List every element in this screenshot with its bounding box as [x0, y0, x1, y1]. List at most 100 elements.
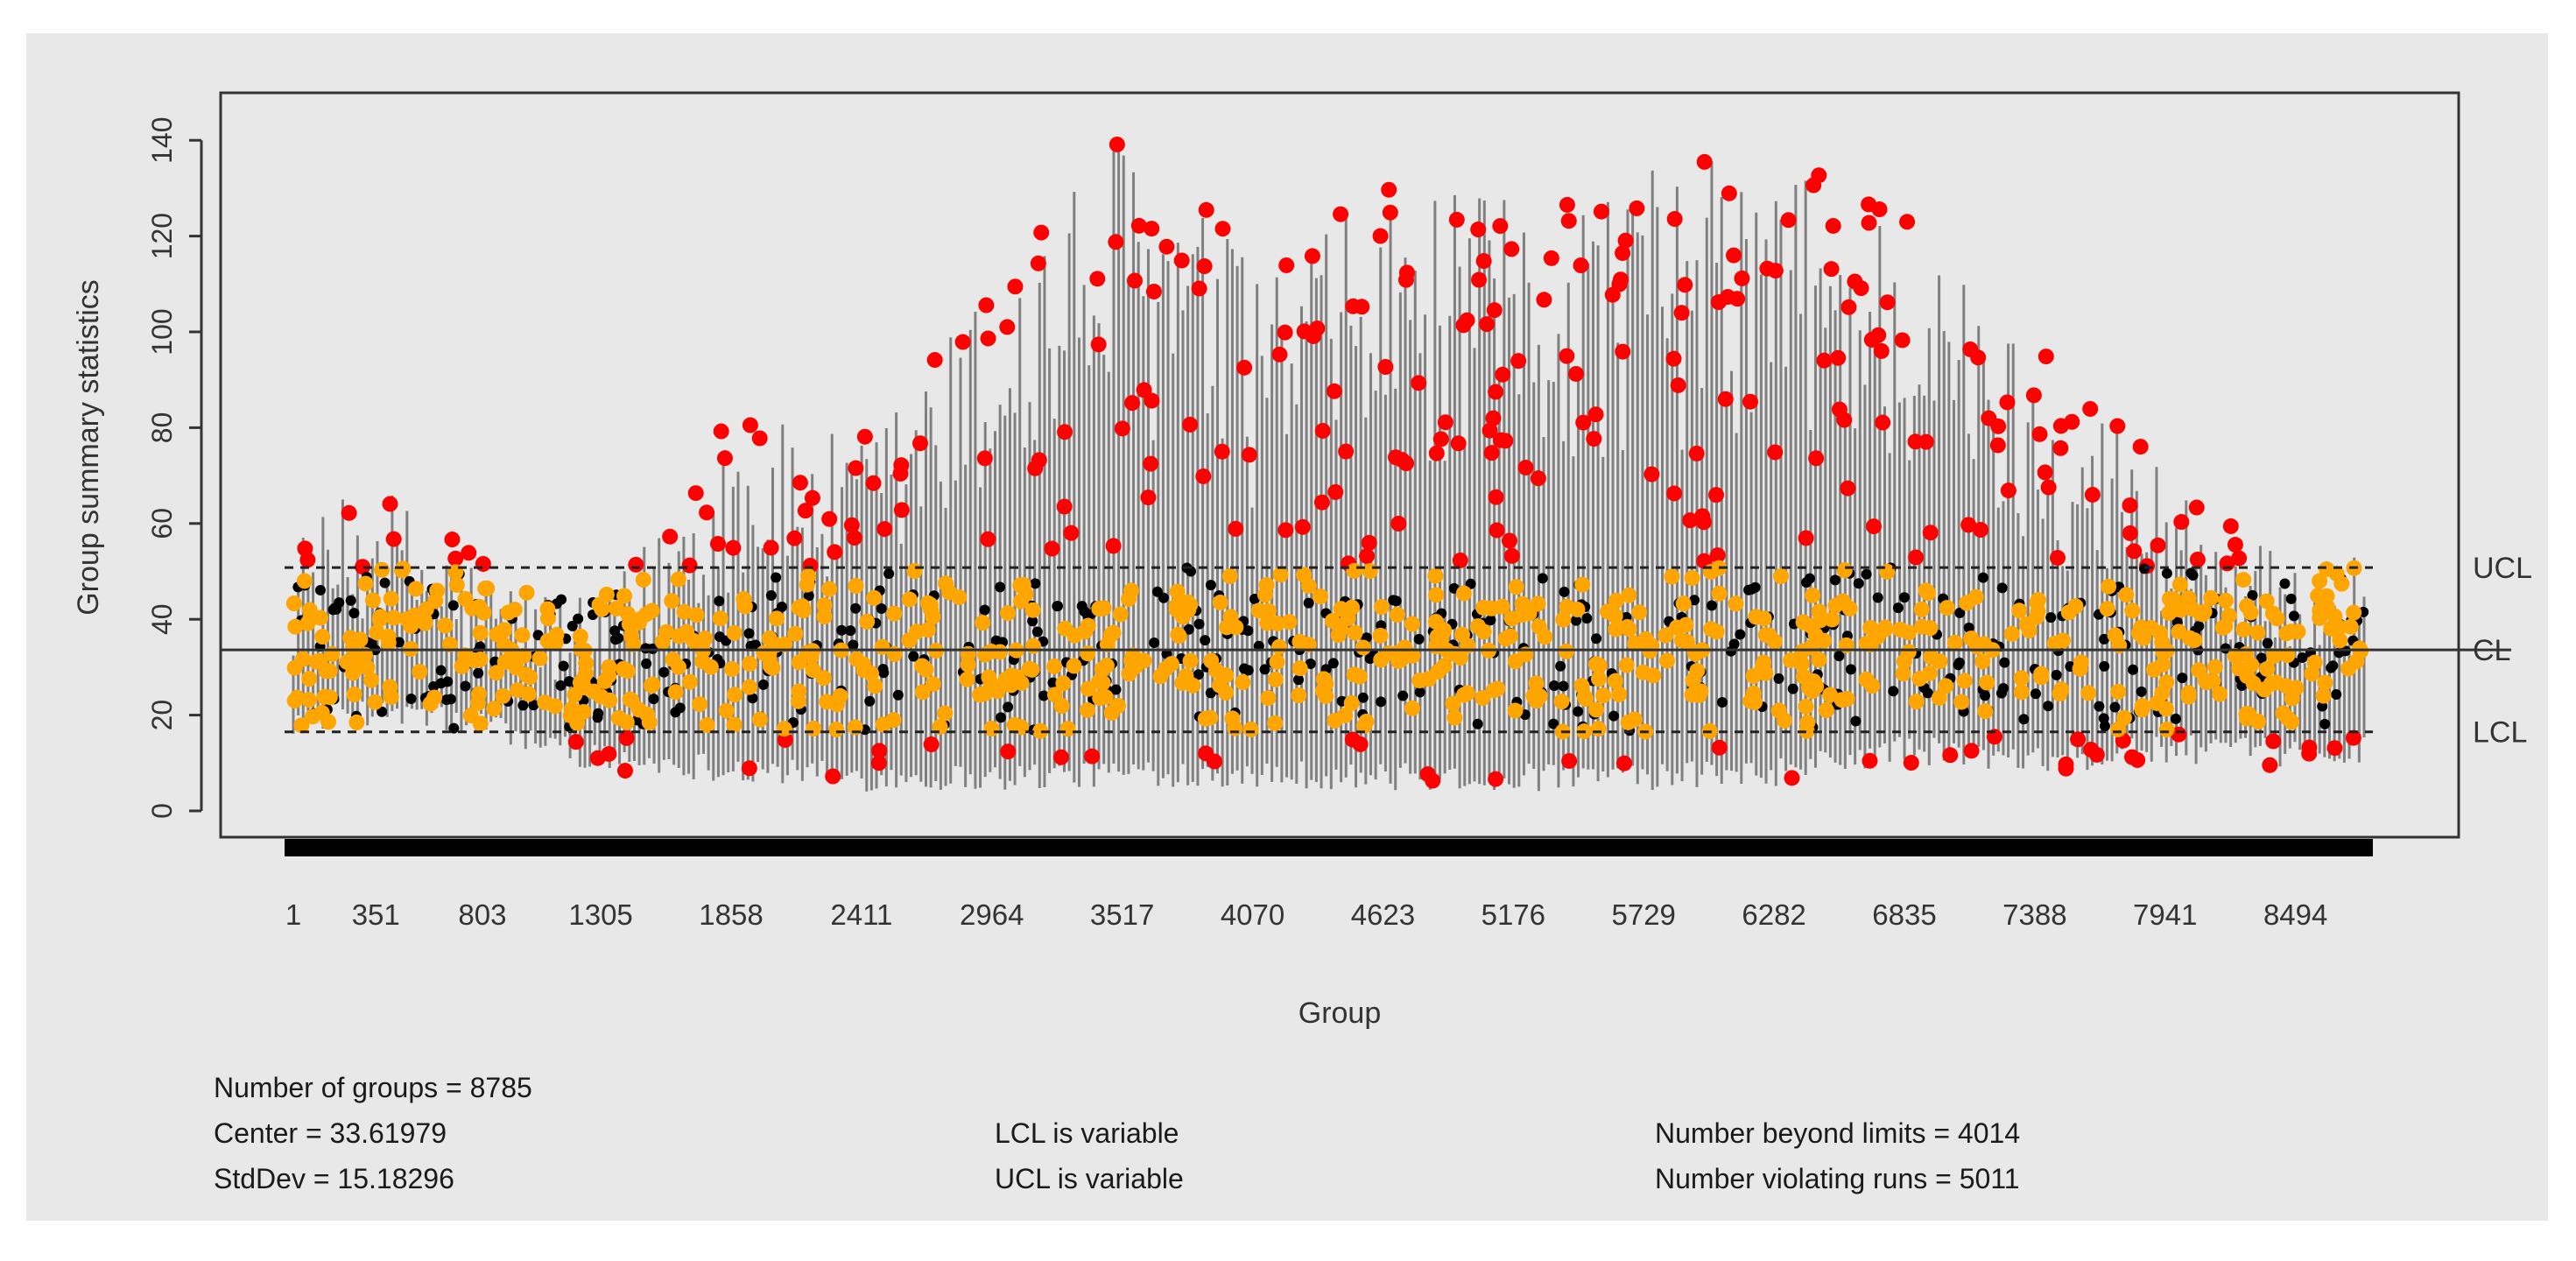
point-beyond-limits [1381, 181, 1397, 198]
point-violating-run [1678, 616, 1694, 633]
point-violating-run [688, 607, 705, 623]
point-violating-run [2134, 701, 2150, 718]
point-violating-run [2238, 706, 2255, 722]
point-violating-run [300, 692, 317, 708]
point-violating-run [1869, 629, 1886, 645]
point-in-control [2030, 688, 2041, 700]
point-in-control [2043, 701, 2054, 712]
point-beyond-limits [893, 457, 910, 474]
point-violating-run [1046, 658, 1063, 674]
point-in-control [1200, 635, 1211, 646]
point-in-control [848, 639, 859, 651]
point-violating-run [2158, 722, 2175, 738]
point-beyond-limits [1236, 359, 1253, 376]
point-violating-run [531, 650, 548, 666]
point-violating-run [1362, 563, 1378, 580]
point-in-control [2326, 662, 2337, 673]
point-beyond-limits [1359, 547, 1376, 564]
control-chart: 0 20 40 60 80 100 120 140 1 351 803 1305 1858 2411 29… [72, 91, 2532, 1030]
point-beyond-limits [1140, 490, 1157, 506]
point-violating-run [1531, 687, 1548, 704]
point-beyond-limits [1198, 201, 1214, 218]
point-violating-run [937, 705, 954, 722]
point-violating-run [1475, 599, 1492, 616]
point-beyond-limits [567, 734, 584, 750]
point-violating-run [2053, 681, 2070, 698]
point-violating-run [371, 611, 388, 628]
point-in-control [1110, 684, 1122, 695]
point-violating-run [1798, 722, 1815, 739]
point-violating-run [407, 581, 424, 597]
point-in-control [1047, 677, 1059, 688]
point-beyond-limits [1372, 228, 1389, 244]
point-violating-run [308, 653, 325, 670]
point-violating-run [596, 673, 613, 689]
point-violating-run [972, 687, 989, 703]
point-violating-run [1932, 653, 1948, 670]
point-violating-run [983, 720, 1000, 736]
point-in-control [555, 680, 567, 691]
point-violating-run [593, 688, 609, 705]
point-violating-run [925, 676, 941, 693]
point-beyond-limits [1873, 342, 1890, 359]
point-beyond-limits [2262, 757, 2278, 773]
point-violating-run [1179, 594, 1196, 610]
point-in-control [714, 631, 725, 643]
point-beyond-limits [2031, 426, 2048, 442]
point-beyond-limits [1805, 177, 1822, 194]
point-beyond-limits [1333, 206, 1349, 222]
point-violating-run [1976, 636, 1993, 652]
point-beyond-limits [1510, 353, 1527, 370]
point-in-control [743, 628, 755, 639]
point-in-control [850, 602, 862, 614]
point-violating-run [1080, 680, 1096, 697]
point-violating-run [724, 660, 741, 677]
point-beyond-limits [827, 544, 843, 560]
point-in-control [1031, 626, 1043, 638]
point-in-control [1996, 582, 2008, 594]
point-violating-run [1053, 698, 1070, 715]
point-beyond-limits [1105, 538, 1122, 554]
point-violating-run [1055, 675, 1072, 692]
point-violating-run [2239, 598, 2256, 615]
point-violating-run [2003, 625, 2020, 642]
point-violating-run [287, 618, 304, 635]
point-beyond-limits [926, 352, 943, 369]
x-axis: 1 351 803 1305 1858 2411 2964 3517 4070 4623 5176 5… [285, 898, 2328, 931]
point-beyond-limits [1007, 278, 1024, 295]
point-violating-run [1098, 658, 1115, 674]
point-violating-run [1182, 652, 1199, 669]
point-beyond-limits [1615, 244, 1631, 261]
point-violating-run [314, 629, 331, 645]
point-violating-run [1821, 687, 1838, 703]
point-violating-run [1618, 657, 1635, 673]
point-beyond-limits [1241, 447, 1257, 463]
point-beyond-limits [1057, 424, 1073, 440]
point-in-control [1052, 601, 1063, 612]
point-in-control [803, 590, 814, 602]
point-beyond-limits [1960, 517, 1977, 533]
summary-stddev: StdDev = 15.18296 [214, 1163, 454, 1194]
point-violating-run [2116, 709, 2133, 726]
point-violating-run [635, 572, 651, 588]
point-beyond-limits [1377, 359, 1394, 376]
point-violating-run [1794, 643, 1811, 659]
point-in-control [2177, 673, 2188, 684]
point-beyond-limits [1767, 444, 1784, 461]
point-violating-run [742, 655, 758, 672]
point-beyond-limits [1816, 352, 1833, 369]
point-beyond-limits [1543, 250, 1559, 266]
point-violating-run [1059, 721, 1076, 737]
point-violating-run [1931, 689, 1947, 706]
point-violating-run [2315, 687, 2332, 704]
point-violating-run [564, 701, 581, 717]
point-violating-run [472, 715, 489, 732]
point-in-control [345, 595, 356, 606]
point-beyond-limits [1666, 485, 1683, 502]
point-beyond-limits [1278, 257, 1295, 273]
point-violating-run [1032, 722, 1049, 739]
point-violating-run [383, 590, 399, 607]
point-beyond-limits [1629, 200, 1645, 216]
point-violating-run [1918, 582, 1934, 599]
point-in-control [2045, 612, 2057, 623]
